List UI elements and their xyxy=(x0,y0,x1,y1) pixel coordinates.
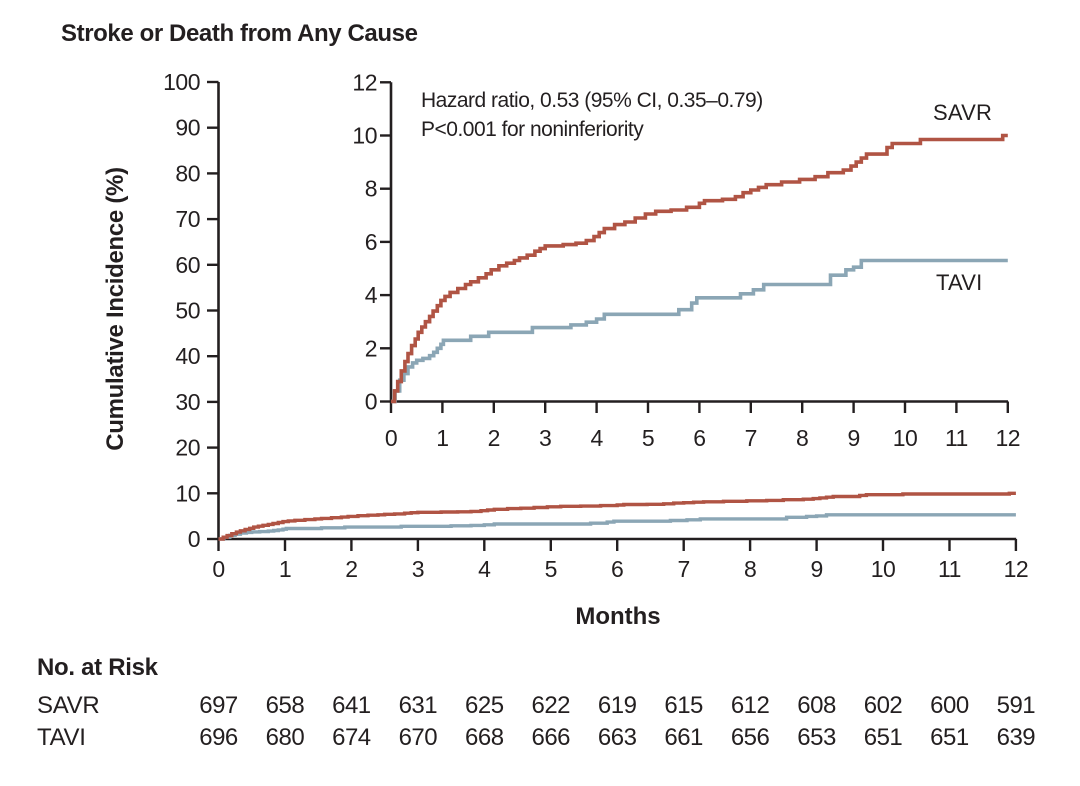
inset-x-tick-label: 11 xyxy=(945,425,968,451)
inset-y-tick-label: 0 xyxy=(365,389,377,415)
risk-value-tavi-month-3: 670 xyxy=(398,724,438,751)
main-y-tick-label: 0 xyxy=(188,526,200,552)
main-x-tick-label: 7 xyxy=(678,556,690,582)
risk-value-tavi-month-1: 680 xyxy=(265,724,305,751)
main-x-tick-label: 4 xyxy=(478,556,491,582)
main-x-tick-label: 5 xyxy=(545,556,557,582)
inset-x-tick-label: 12 xyxy=(996,425,1021,451)
risk-value-savr-month-5: 622 xyxy=(531,692,571,719)
risk-value-savr-month-6: 619 xyxy=(597,692,637,719)
chart-title: Stroke or Death from Any Cause xyxy=(61,20,418,47)
main-x-tick-label: 6 xyxy=(611,556,623,582)
risk-table-heading: No. at Risk xyxy=(37,654,158,681)
pvalue-annotation: P<0.001 for noninferiority xyxy=(421,118,644,141)
main-y-tick-label: 100 xyxy=(163,69,200,95)
inset-x-tick-label: 6 xyxy=(693,425,705,451)
main-y-tick-label: 40 xyxy=(175,343,200,369)
main-y-tick-label: 50 xyxy=(175,298,200,324)
risk-value-savr-month-3: 631 xyxy=(398,692,438,719)
inset-x-tick-label: 7 xyxy=(745,425,757,451)
inset-x-tick-label: 1 xyxy=(436,425,448,451)
inset-y-tick-label: 8 xyxy=(365,176,377,202)
inset-y-tick-label: 6 xyxy=(365,229,377,255)
main-y-tick-label: 60 xyxy=(175,252,200,278)
main-x-tick-label: 2 xyxy=(345,556,357,582)
risk-value-tavi-month-4: 668 xyxy=(465,724,504,751)
risk-value-savr-month-9: 608 xyxy=(797,692,836,719)
risk-value-tavi-month-11: 651 xyxy=(930,724,969,751)
x-axis-title: Months xyxy=(575,603,661,630)
risk-value-tavi-month-5: 666 xyxy=(531,724,571,751)
main-x-tick-label: 11 xyxy=(938,556,961,582)
main-axis-lines xyxy=(217,82,1017,541)
main-x-tick-label: 9 xyxy=(810,556,822,582)
risk-value-tavi-month-8: 656 xyxy=(730,724,770,751)
savr-series-label: SAVR xyxy=(933,100,993,125)
main-y-tick-label: 70 xyxy=(175,206,200,232)
risk-value-tavi-month-6: 663 xyxy=(597,724,637,751)
risk-value-savr-month-12: 591 xyxy=(996,692,1036,719)
risk-value-tavi-month-2: 674 xyxy=(332,724,371,751)
main-x-tick-label: 1 xyxy=(279,556,291,582)
risk-row-label-tavi: TAVI xyxy=(37,724,86,751)
risk-value-savr-month-8: 612 xyxy=(730,692,770,719)
risk-value-savr-month-2: 641 xyxy=(332,692,371,719)
main-x-tick-label: 3 xyxy=(412,556,424,582)
risk-value-savr-month-4: 625 xyxy=(465,692,504,719)
risk-value-savr-month-0: 697 xyxy=(199,692,238,719)
y-axis-title: Cumulative Incidence (%) xyxy=(102,167,129,451)
main-x-tick-label: 8 xyxy=(744,556,756,582)
inset-y-tick-label: 10 xyxy=(352,123,377,149)
hazard-ratio-annotation: Hazard ratio, 0.53 (95% CI, 0.35–0.79) xyxy=(421,89,763,112)
inset-x-tick-label: 2 xyxy=(488,425,500,451)
savr-curve-main xyxy=(218,491,1016,541)
main-y-tick-label: 90 xyxy=(175,115,200,141)
inset-x-tick-label: 5 xyxy=(642,425,654,451)
inset-x-tick-label: 3 xyxy=(539,425,551,451)
risk-value-tavi-month-12: 639 xyxy=(996,724,1036,751)
inset-x-tick-label: 8 xyxy=(796,425,808,451)
main-y-tick-label: 30 xyxy=(175,389,200,415)
inset-y-tick-label: 12 xyxy=(352,69,377,95)
risk-value-savr-month-10: 602 xyxy=(863,692,903,719)
risk-value-savr-month-11: 600 xyxy=(930,692,969,719)
inset-x-tick-label: 4 xyxy=(590,425,603,451)
main-x-tick-label: 10 xyxy=(871,556,896,582)
savr-curve-inset xyxy=(391,133,1008,404)
inset-x-tick-label: 9 xyxy=(847,425,859,451)
risk-value-tavi-month-7: 661 xyxy=(664,724,703,751)
tavi-curve-inset xyxy=(391,258,1008,404)
risk-value-savr-month-1: 658 xyxy=(265,692,305,719)
risk-row-label-savr: SAVR xyxy=(37,692,100,719)
inset-x-tick-label: 10 xyxy=(893,425,918,451)
inset-y-tick-label: 4 xyxy=(365,282,378,308)
risk-value-tavi-month-9: 653 xyxy=(797,724,836,751)
tavi-series-label: TAVI xyxy=(936,270,983,295)
main-x-tick-label: 12 xyxy=(1004,556,1029,582)
risk-value-tavi-month-10: 651 xyxy=(863,724,903,751)
risk-value-tavi-month-0: 696 xyxy=(199,724,238,751)
tavi-curve-main xyxy=(218,513,1016,541)
main-x-tick-label: 0 xyxy=(212,556,224,582)
main-y-tick-label: 10 xyxy=(175,480,200,506)
risk-value-savr-month-7: 615 xyxy=(664,692,703,719)
inset-x-tick-label: 0 xyxy=(385,425,397,451)
main-y-tick-label: 20 xyxy=(175,435,200,461)
main-y-tick-label: 80 xyxy=(175,160,200,186)
inset-y-tick-label: 2 xyxy=(365,335,377,361)
